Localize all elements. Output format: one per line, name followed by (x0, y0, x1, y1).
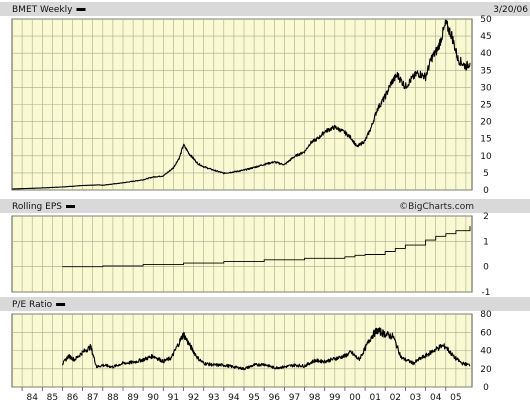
x-tick-label: 02 (390, 393, 401, 403)
x-axis: 84 85 86 87 88 89 90 91 92 93 94 95 96 97 98 99 00 01 02 03… (21, 387, 462, 403)
pe-ytick-label: 60 (480, 328, 492, 338)
pe-series-line (61, 327, 471, 371)
price-ytick-label: 25 (480, 101, 491, 111)
eps-series-line (62, 226, 471, 268)
x-tick-label: 89 (127, 393, 139, 403)
pe-panel-title: P/E Ratio (12, 300, 53, 310)
price-series-line (11, 19, 471, 190)
eps-legend-swatch (66, 205, 75, 208)
price-legend-swatch (76, 8, 86, 11)
x-tick-label: 92 (188, 393, 199, 403)
pe-ytick-label: 80 (480, 310, 492, 320)
eps-panel: -1 0 1 2 (11, 212, 491, 298)
x-tick-label: 88 (107, 393, 119, 403)
pe-ytick-label: 0 (483, 383, 489, 393)
eps-ytick-label: 2 (483, 212, 489, 222)
pe-panel-header (0, 297, 530, 311)
x-tick-label: 87 (87, 393, 98, 403)
x-tick-label: 03 (410, 393, 421, 403)
x-tick-label: 93 (208, 393, 219, 403)
price-ytick-label: 10 (480, 152, 492, 162)
eps-ytick-label: -1 (482, 288, 491, 298)
price-ytick-label: 20 (480, 118, 492, 128)
x-tick-label: 01 (369, 393, 380, 403)
x-tick-label: 94 (228, 393, 240, 403)
pe-panel: 0 20 40 60 80 (11, 310, 492, 393)
eps-ytick-label: 0 (483, 263, 489, 273)
x-tick-label: 91 (168, 393, 179, 403)
price-panel: 0 5 10 15 20 25 30 35 40 45 50 (11, 15, 492, 196)
eps-plot-area (11, 215, 473, 293)
pe-legend-swatch (56, 303, 66, 306)
eps-panel-header (0, 199, 530, 213)
x-tick-label: 84 (26, 393, 38, 403)
x-tick-label: 04 (430, 393, 442, 403)
x-tick-label: 90 (147, 393, 159, 403)
x-tick-label: 95 (248, 393, 259, 403)
price-ytick-label: 0 (483, 186, 489, 196)
x-tick-label: 97 (289, 393, 300, 403)
x-tick-label: 99 (329, 393, 341, 403)
price-ytick-label: 40 (480, 49, 492, 59)
x-tick-label: 05 (450, 393, 461, 403)
price-date-label: 3/20/06 (493, 5, 528, 15)
price-ytick-label: 5 (483, 169, 489, 179)
bigcharts-credit: ©BigCharts.com (399, 202, 474, 212)
pe-ytick-label: 40 (480, 347, 492, 357)
price-ytick-label: 30 (480, 83, 492, 93)
x-tick-label: 86 (67, 393, 79, 403)
x-tick-label: 85 (47, 393, 58, 403)
price-panel-title: BMET Weekly (12, 5, 73, 15)
x-tick-label: 00 (349, 393, 361, 403)
price-ytick-label: 15 (480, 135, 491, 145)
x-tick-label: 96 (269, 393, 281, 403)
price-ytick-label: 35 (480, 66, 491, 76)
price-ytick-label: 45 (480, 32, 491, 42)
pe-ytick-label: 20 (480, 365, 492, 375)
eps-ytick-label: 1 (483, 237, 489, 247)
eps-panel-title: Rolling EPS (12, 202, 62, 212)
price-panel-header (0, 2, 530, 16)
x-tick-label: 98 (309, 393, 321, 403)
price-ytick-label: 50 (480, 15, 492, 25)
